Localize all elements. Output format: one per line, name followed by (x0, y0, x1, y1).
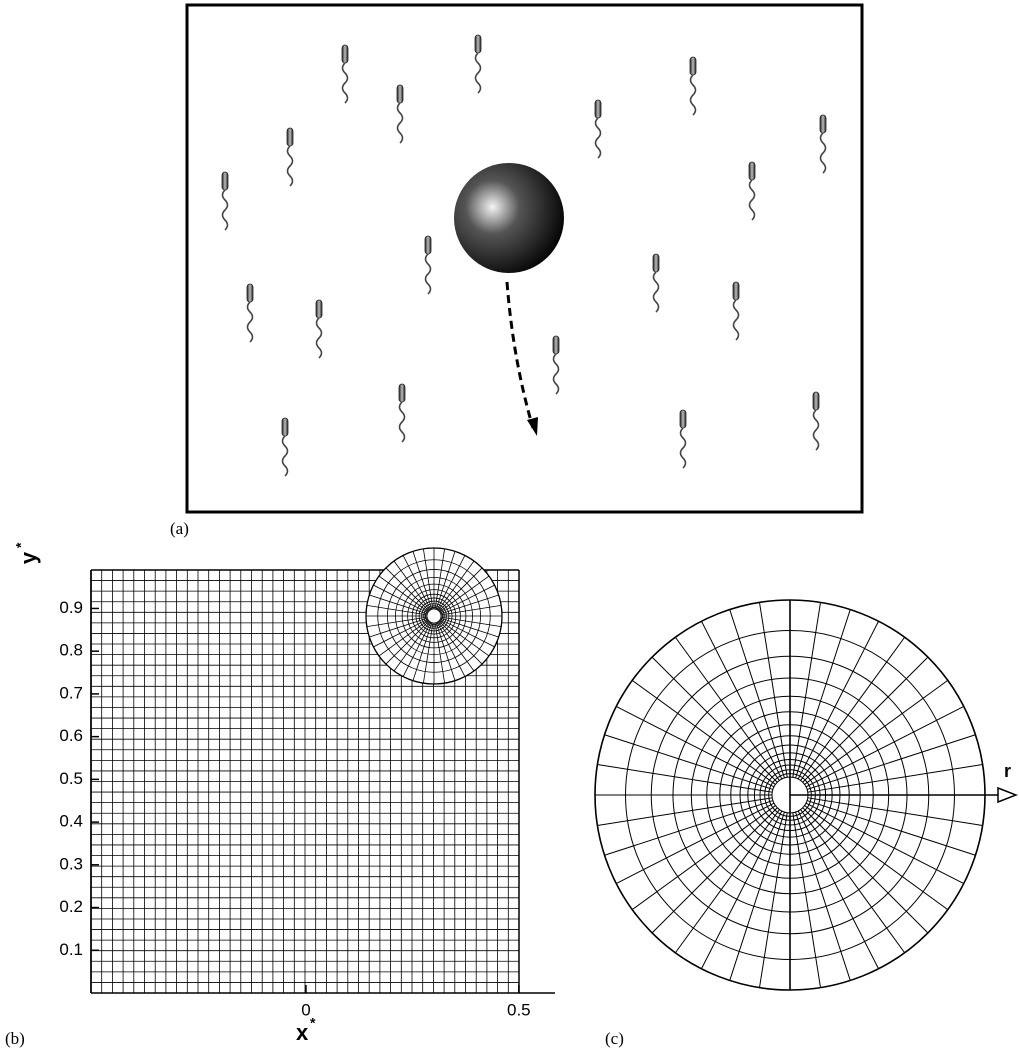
y-axis-label: y (16, 551, 41, 564)
arrow-head (998, 788, 1016, 802)
panel-label: (c) (605, 1029, 624, 1048)
x-axis-label: x (296, 1020, 309, 1045)
y-tick-label: 0.4 (59, 812, 83, 831)
y-tick-label: 0.5 (59, 769, 83, 788)
swimmer (282, 418, 288, 476)
swimmer (316, 300, 322, 358)
arrow-head (527, 417, 538, 436)
superscript: * (13, 542, 29, 548)
sphere (454, 163, 564, 273)
swimmer (287, 128, 293, 186)
swimmer (553, 336, 559, 394)
panel-label: (a) (170, 519, 189, 538)
y-tick-label: 0.3 (59, 854, 83, 873)
swimmer (690, 57, 696, 115)
polar-mesh (595, 600, 1016, 990)
swimmer (342, 45, 348, 103)
y-tick-label: 0.7 (59, 683, 83, 702)
y-tick-label: 0.8 (59, 641, 83, 660)
panel-label: (b) (5, 1029, 25, 1048)
superscript: * (310, 1015, 316, 1031)
swimmer (222, 172, 228, 230)
swimmer (595, 100, 601, 158)
swimmer (475, 35, 481, 93)
swimmer (247, 284, 253, 342)
y-tick-label: 0.9 (59, 598, 83, 617)
swimmer (680, 410, 686, 468)
swimmer (813, 392, 819, 450)
swimmer (425, 236, 431, 294)
swimmer (399, 384, 405, 442)
y-tick-label: 0.1 (59, 940, 83, 959)
swimmer (653, 254, 659, 312)
arrow-label: r (1004, 761, 1011, 781)
figure: (a) (b) (c) 0.1 0.2 0.3 0.4 0.5 0.6 0.7 0.8 0.9 0… (0, 0, 1019, 1054)
mesh: 0.10.20.30.40.50.60.70.80.900.5 (59, 548, 555, 1019)
trajectory (507, 282, 533, 428)
swimmer (820, 115, 826, 173)
y-tick-label: 0.6 (59, 726, 83, 745)
y-tick-label: 0.2 (59, 897, 83, 916)
swimmer (733, 282, 739, 340)
swimmer (397, 85, 403, 143)
swimmer (749, 162, 755, 220)
x-tick-label: 0.5 (507, 1000, 531, 1019)
